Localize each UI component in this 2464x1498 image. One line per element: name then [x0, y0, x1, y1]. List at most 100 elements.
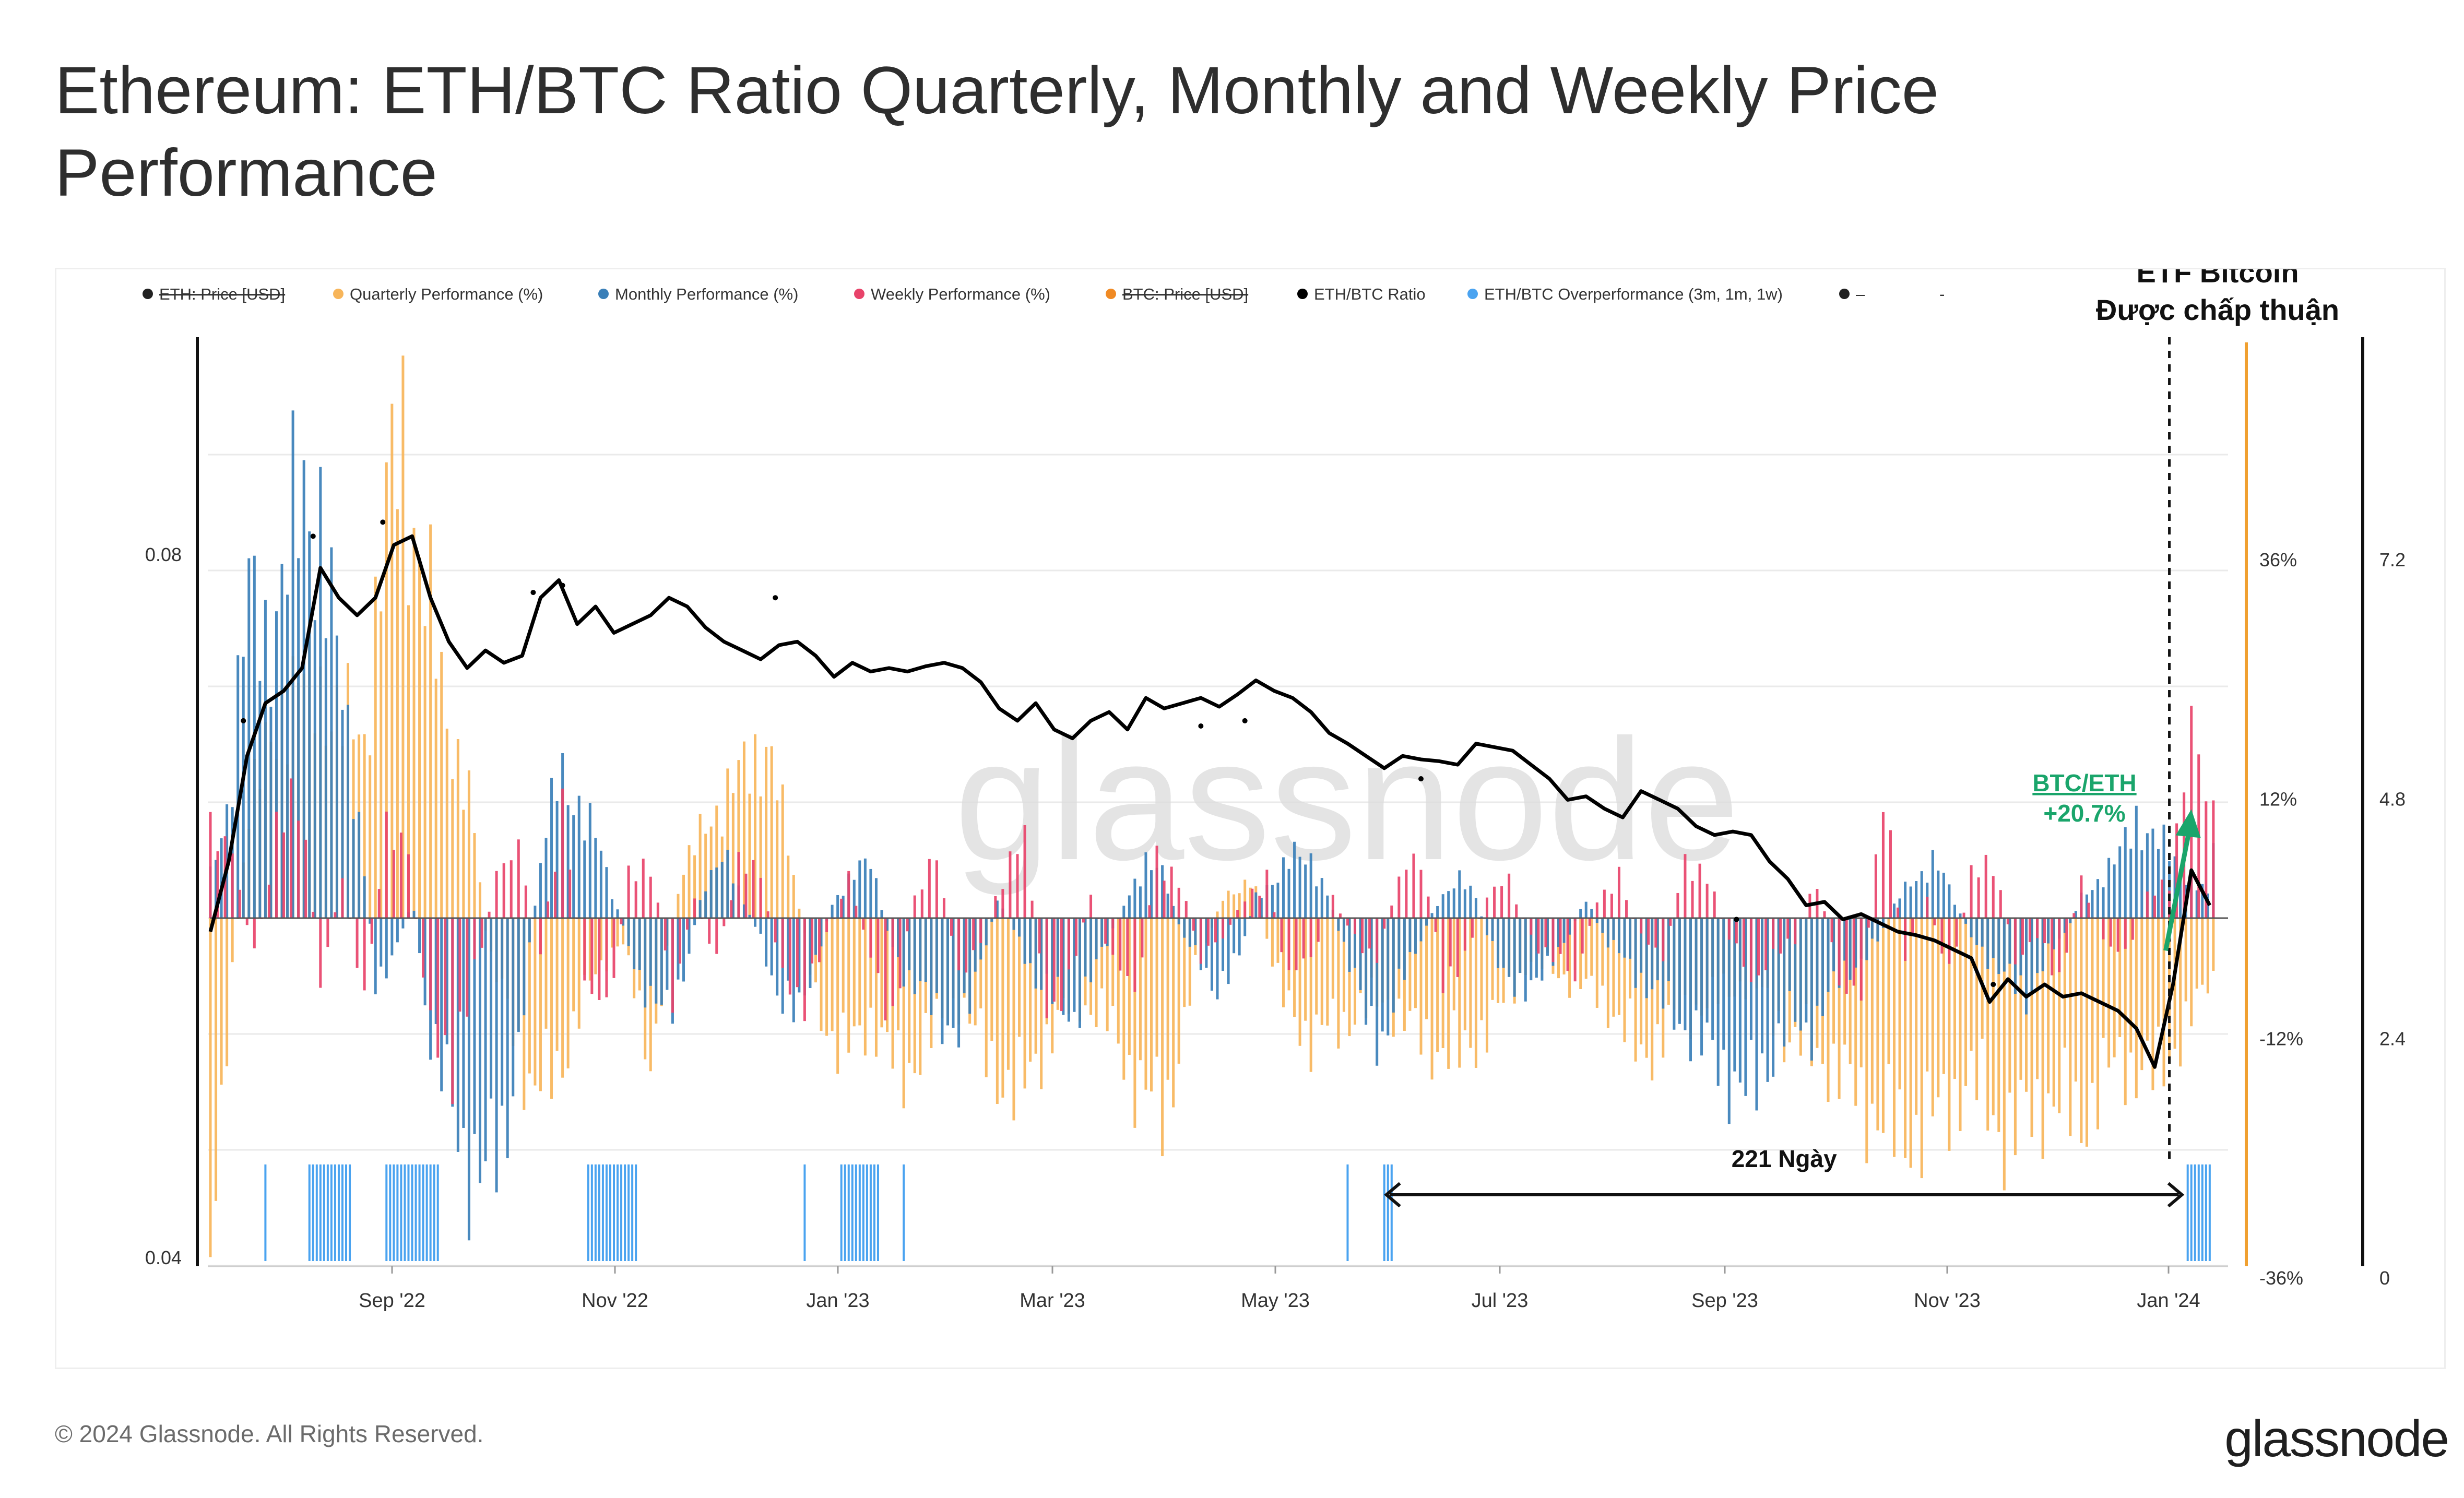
- weekly-bar: [1023, 825, 1026, 918]
- weekly-bar: [385, 811, 388, 918]
- page-title: Ethereum: ETH/BTC Ratio Quarterly, Month…: [55, 53, 1939, 210]
- monthly-bar: [352, 819, 355, 918]
- legend-item[interactable]: ETH/BTC Ratio: [1297, 285, 1426, 303]
- monthly-bar: [1463, 889, 1466, 918]
- monthly-bar: [1018, 918, 1021, 937]
- quarterly-bar: [209, 918, 212, 1257]
- quarterly-bar: [544, 918, 548, 1029]
- legend-item[interactable]: ETH: Price [USD]: [143, 285, 285, 303]
- weekly-bar: [1009, 851, 1012, 918]
- monthly-bar: [820, 918, 823, 947]
- monthly-bar: [638, 918, 641, 970]
- weekly-bar: [891, 918, 894, 1006]
- quarterly-bar: [363, 734, 366, 918]
- monthly-bar: [1810, 918, 1813, 1061]
- monthly-bar: [1122, 906, 1126, 918]
- quarterly-bar: [528, 918, 531, 1074]
- legend-item[interactable]: –: [1839, 285, 1865, 303]
- monthly-bar: [2025, 918, 2028, 1015]
- monthly-bar: [1645, 918, 1648, 998]
- quarterly-bar: [390, 403, 394, 918]
- quarterly-bar: [2184, 918, 2187, 1002]
- quarterly-bar: [1238, 893, 1241, 918]
- quarterly-bar: [1106, 918, 1109, 1031]
- legend[interactable]: ETH: Price [USD] Quarterly Performance (%…: [143, 285, 1945, 303]
- weekly-bar: [1148, 905, 1151, 918]
- weekly-bar: [1889, 830, 1892, 918]
- weekly-bar: [312, 911, 315, 918]
- monthly-bar: [1139, 886, 1142, 918]
- quarterly-bar: [2190, 918, 2193, 1027]
- weekly-bar: [1559, 918, 1562, 954]
- monthly-bar: [1579, 909, 1582, 918]
- legend-item[interactable]: ETH/BTC Overperformance (3m, 1m, 1w): [1467, 285, 1783, 303]
- monthly-bar: [1937, 870, 1940, 918]
- monthly-bar: [1568, 918, 1571, 935]
- weekly-bar: [1067, 918, 1070, 970]
- monthly-bar: [2195, 890, 2198, 918]
- weekly-bar: [2013, 918, 2017, 965]
- quarterly-bar: [1865, 918, 1868, 1163]
- monthly-bar: [1342, 918, 1345, 942]
- quarterly-bar: [2030, 918, 2033, 1137]
- weekly-bar: [1104, 918, 1107, 944]
- quarterly-bar: [2113, 918, 2116, 1057]
- legend-item[interactable]: -: [1923, 285, 1945, 303]
- monthly-bar: [2052, 918, 2055, 949]
- monthly-bar: [913, 918, 916, 994]
- quarterly-bar: [831, 918, 834, 1031]
- monthly-bar: [1541, 918, 1544, 981]
- monthly-bar: [1238, 918, 1241, 956]
- legend-item[interactable]: Quarterly Performance (%): [333, 285, 543, 303]
- weekly-bar: [825, 918, 828, 932]
- legend-item[interactable]: Weekly Performance (%): [854, 285, 1050, 303]
- weekly-bar: [377, 889, 381, 918]
- quarterly-bar: [434, 679, 437, 918]
- monthly-bar: [1177, 918, 1180, 924]
- weekly-bar: [326, 918, 329, 947]
- quarterly-bar: [610, 918, 613, 948]
- weekly-bar: [928, 859, 931, 918]
- quarterly-bar: [1948, 918, 1951, 1151]
- monthly-bar: [1282, 857, 1285, 918]
- quarterly-bar: [1144, 918, 1147, 1090]
- weekly-bar: [766, 911, 769, 918]
- weekly-bar: [1463, 918, 1466, 951]
- weekly-bar: [722, 918, 726, 926]
- quarterly-bar: [1122, 918, 1126, 1080]
- quarterly-bar: [2157, 918, 2160, 1027]
- quarterly-bar: [1838, 918, 1841, 1099]
- ratio-change-label: BTC/ETH: [2032, 769, 2136, 796]
- overperformance-bar: [393, 1164, 395, 1261]
- monthly-bar: [1684, 918, 1687, 1030]
- monthly-bar: [1535, 918, 1538, 978]
- quarterly-bar: [677, 894, 680, 918]
- quarterly-bar: [401, 355, 405, 918]
- quarterly-bar: [1904, 918, 1907, 1158]
- quarterly-bar: [1414, 918, 1417, 1008]
- monthly-bar: [688, 918, 691, 954]
- monthly-bar: [2019, 918, 2022, 976]
- monthly-bar: [2162, 824, 2165, 918]
- legend-item[interactable]: BTC: Price [USD]: [1106, 285, 1248, 303]
- quarterly-bar: [1485, 918, 1488, 1053]
- weekly-bar: [1338, 913, 1342, 918]
- weekly-bar: [1309, 918, 1312, 957]
- monthly-bar: [1144, 852, 1147, 918]
- monthly-bar: [1029, 918, 1032, 964]
- overperformance-bar: [617, 1164, 619, 1261]
- weekly-bar: [979, 918, 982, 943]
- legend-item[interactable]: Monthly Performance (%): [598, 285, 798, 303]
- ratio-point: [773, 595, 778, 601]
- quarterly-bar: [2212, 918, 2215, 971]
- weekly-bar: [547, 901, 550, 918]
- monthly-bar: [1051, 918, 1054, 1004]
- quarterly-bar: [2195, 918, 2198, 989]
- quarterly-bar: [1040, 918, 1043, 1089]
- quarterly-bar: [572, 918, 575, 1012]
- monthly-bar: [1766, 918, 1769, 1082]
- weekly-bar: [2212, 800, 2215, 918]
- weekly-bar: [1926, 897, 1929, 918]
- weekly-bar: [2043, 918, 2046, 944]
- quarterly-bar: [742, 741, 745, 918]
